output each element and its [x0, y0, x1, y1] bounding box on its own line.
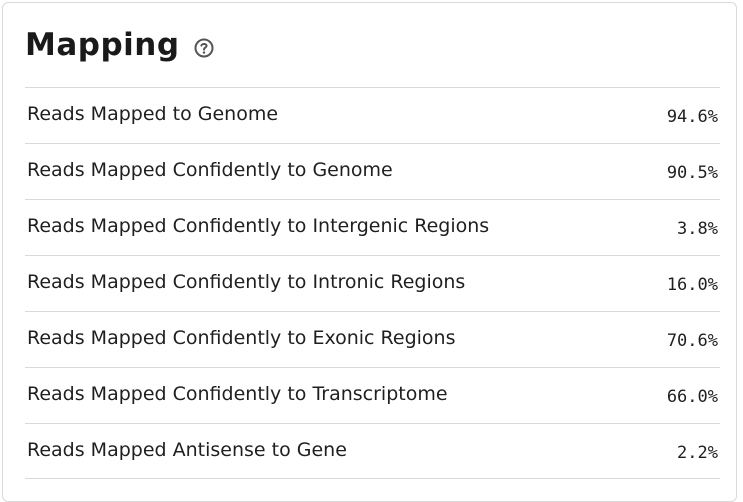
metric-value: 94.6%: [666, 107, 718, 127]
table-row: Reads Mapped Confidently to Exonic Regio…: [25, 311, 720, 367]
table-row: Reads Mapped Confidently to Intronic Reg…: [25, 255, 720, 311]
table-row: Reads Mapped Confidently to Genome 90.5%: [25, 143, 720, 199]
table-row: Reads Mapped Confidently to Intergenic R…: [25, 199, 720, 255]
metric-label: Reads Mapped Confidently to Intergenic R…: [27, 215, 490, 237]
table-row: Reads Mapped Antisense to Gene 2.2%: [25, 423, 720, 479]
table-row: Reads Mapped Confidently to Transcriptom…: [25, 367, 720, 423]
card-header: Mapping: [25, 23, 214, 67]
metric-label: Reads Mapped Confidently to Transcriptom…: [27, 383, 448, 405]
metrics-table: Reads Mapped to Genome 94.6% Reads Mappe…: [25, 87, 720, 479]
metric-label: Reads Mapped Antisense to Gene: [27, 438, 347, 461]
metric-value: 70.6%: [666, 331, 718, 351]
metric-value: 3.8%: [677, 219, 718, 239]
metric-value: 90.5%: [666, 163, 718, 183]
card-title: Mapping: [25, 27, 180, 63]
metric-label: Reads Mapped to Genome: [27, 103, 279, 125]
table-row: Reads Mapped to Genome 94.6%: [25, 87, 720, 143]
metric-label: Reads Mapped Confidently to Intronic Reg…: [27, 271, 466, 293]
metric-label: Reads Mapped Confidently to Genome: [27, 159, 393, 181]
metric-value: 66.0%: [666, 387, 718, 407]
metric-value: 16.0%: [666, 275, 718, 295]
metric-label: Reads Mapped Confidently to Exonic Regio…: [27, 327, 456, 349]
metric-value: 2.2%: [677, 442, 718, 463]
question-circle-icon[interactable]: [194, 38, 214, 58]
